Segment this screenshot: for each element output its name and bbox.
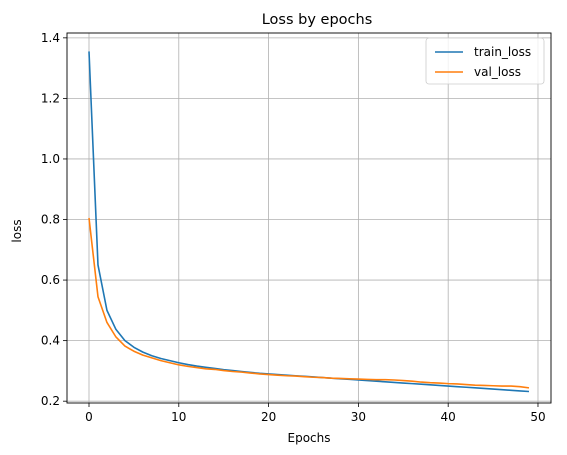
legend-label-train-loss: train_loss bbox=[474, 45, 531, 59]
x-tick-label: 0 bbox=[85, 410, 93, 424]
y-tick-label: 0.2 bbox=[41, 394, 60, 408]
plot-frame bbox=[66, 32, 552, 404]
y-tick-label: 0.6 bbox=[41, 273, 60, 287]
series-line-val-loss bbox=[88, 217, 530, 389]
x-tick-label: 50 bbox=[530, 410, 545, 424]
y-tick-label: 1.2 bbox=[41, 91, 60, 105]
y-axis-label: loss bbox=[10, 219, 24, 242]
y-tick-label: 1.4 bbox=[41, 31, 60, 45]
grid bbox=[67, 33, 551, 403]
y-tick-label: 0.8 bbox=[41, 213, 60, 227]
y-tick-label: 0.4 bbox=[41, 334, 60, 348]
legend: train_loss val_loss bbox=[425, 37, 545, 85]
x-axis-label: Epochs bbox=[288, 431, 331, 445]
legend-label-val-loss: val_loss bbox=[474, 65, 521, 79]
x-tick-label: 20 bbox=[261, 410, 276, 424]
chart-title: Loss by epochs bbox=[262, 12, 373, 28]
x-tick-label: 10 bbox=[171, 410, 186, 424]
y-tick-label: 1.0 bbox=[41, 152, 60, 166]
series-lines bbox=[88, 51, 530, 393]
x-tick-label: 30 bbox=[351, 410, 366, 424]
x-tick-label: 40 bbox=[441, 410, 456, 424]
axis-ticks: 0 10 20 30 40 50 0.2 0.4 0.6 0.8 1.0 1.2 1.4 bbox=[41, 31, 546, 424]
